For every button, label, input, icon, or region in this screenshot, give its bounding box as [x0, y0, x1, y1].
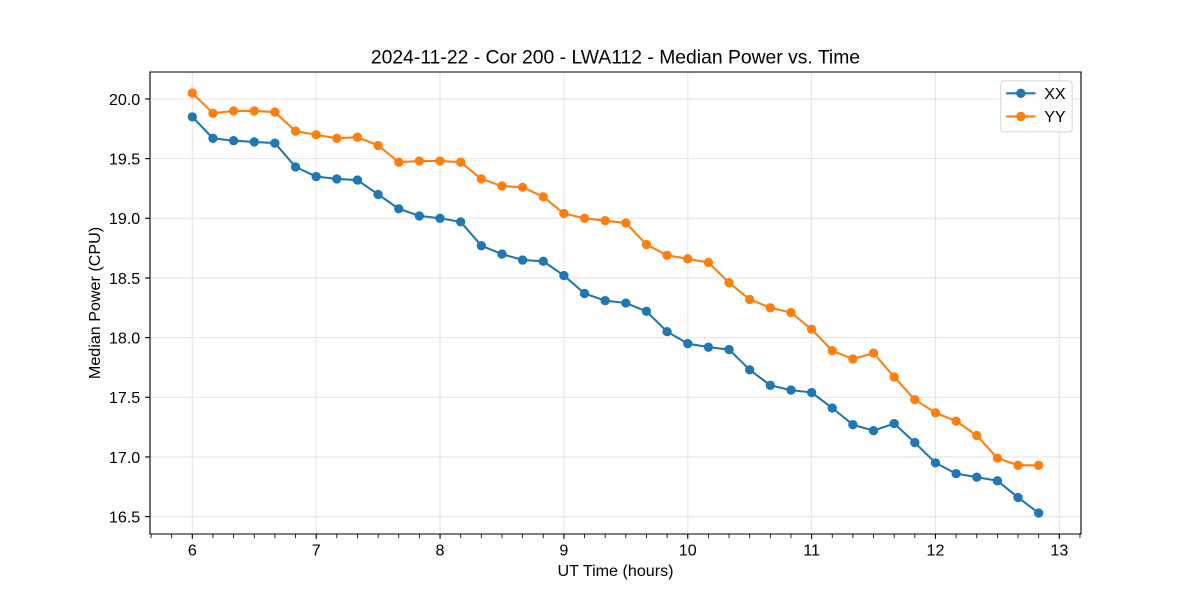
svg-text:YY: YY: [1044, 108, 1066, 126]
svg-text:6: 6: [188, 541, 197, 559]
svg-text:19.0: 19.0: [109, 210, 140, 228]
svg-text:18.0: 18.0: [109, 329, 140, 347]
svg-text:12: 12: [927, 541, 945, 559]
svg-text:11: 11: [803, 541, 820, 559]
svg-text:17.0: 17.0: [109, 449, 140, 467]
svg-text:19.5: 19.5: [109, 150, 140, 168]
svg-text:20.0: 20.0: [109, 91, 140, 109]
svg-text:10: 10: [679, 541, 697, 559]
svg-text:16.5: 16.5: [109, 508, 140, 526]
svg-text:Median Power (CPU): Median Power (CPU): [86, 227, 104, 379]
svg-text:9: 9: [559, 541, 568, 559]
svg-text:7: 7: [312, 541, 321, 559]
svg-text:2024-11-22 - Cor 200 - LWA112: 2024-11-22 - Cor 200 - LWA112 - Median P…: [371, 48, 860, 69]
svg-text:8: 8: [436, 541, 445, 559]
svg-text:17.5: 17.5: [109, 389, 140, 407]
svg-text:UT Time (hours): UT Time (hours): [557, 562, 673, 580]
svg-text:18.5: 18.5: [109, 270, 140, 288]
svg-text:XX: XX: [1044, 85, 1066, 103]
svg-text:13: 13: [1050, 541, 1068, 559]
